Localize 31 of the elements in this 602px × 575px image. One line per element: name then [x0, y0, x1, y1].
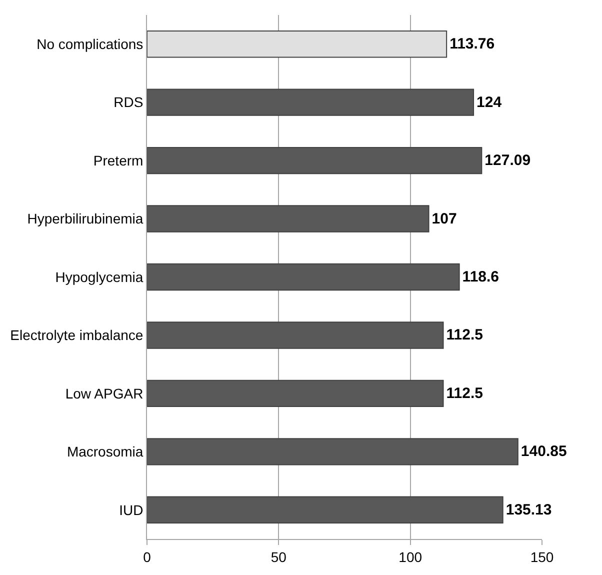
data-label: 112.5 — [446, 384, 483, 402]
x-tick-label: 150 — [530, 548, 554, 565]
x-tick-label: 0 — [143, 548, 152, 565]
data-label: 113.76 — [450, 36, 495, 53]
y-tick-label: Hyperbilirubinemia — [27, 210, 144, 227]
y-tick-label: IUD — [119, 502, 144, 518]
bar — [147, 88, 474, 116]
data-label: 140.85 — [520, 443, 567, 460]
y-tick-label: Preterm — [93, 152, 144, 168]
bar — [147, 146, 482, 174]
y-tick-label: Electrolyte imbalance — [10, 327, 144, 344]
data-label: 112.5 — [446, 326, 483, 344]
y-tick-label: RDS — [114, 94, 144, 110]
x-tick-label: 100 — [398, 548, 422, 565]
bar — [147, 380, 444, 408]
y-tick-label: Low APGAR — [65, 385, 144, 402]
bar — [147, 496, 504, 524]
bar — [147, 322, 444, 349]
x-tick-label: 50 — [270, 548, 287, 565]
bar — [147, 205, 430, 232]
data-label: 135.13 — [506, 501, 552, 518]
y-tick-label: No complications — [36, 36, 144, 52]
data-label: 127.09 — [484, 152, 531, 170]
data-label: 107 — [432, 210, 457, 228]
bar — [147, 438, 518, 466]
data-label: 118.6 — [462, 268, 500, 286]
bar — [147, 30, 448, 58]
y-tick-label: Macrosomia — [66, 444, 144, 460]
data-label: 124 — [476, 94, 502, 111]
y-tick-label: Hypoglycemia — [55, 268, 144, 285]
bar — [147, 263, 460, 291]
